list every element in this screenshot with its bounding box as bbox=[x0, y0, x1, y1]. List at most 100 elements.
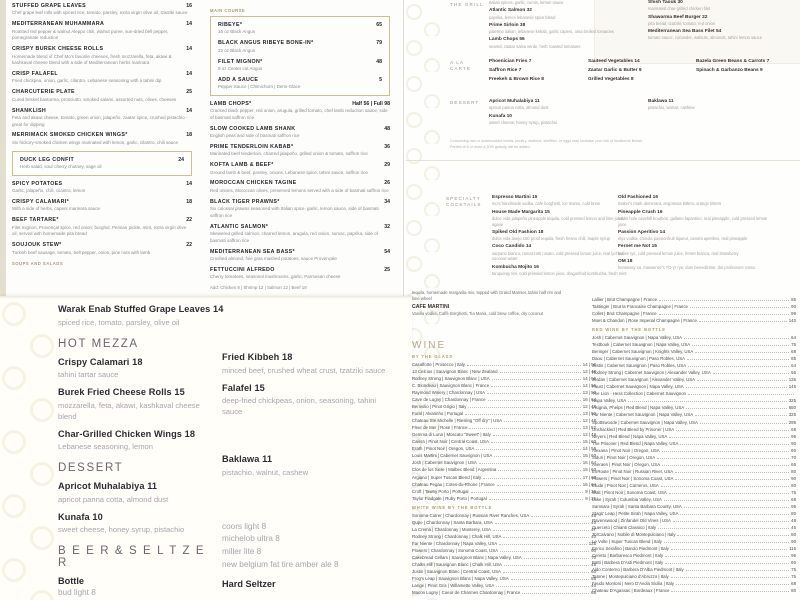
wine-row: Averaen | Pinot Noir | Oregon, USA 65 bbox=[592, 461, 796, 468]
wine-price: 16 | 64 bbox=[582, 397, 596, 403]
menu-item: ADD A SAUCE 5 Pepper Sauce | Chimichurri |… bbox=[218, 77, 382, 91]
item-description: Homemade blend of Chef Mo's favorite che… bbox=[12, 53, 172, 66]
wine-row: Josh | Cabernet Sauvignon | USA 16 | 64 bbox=[412, 459, 596, 466]
the-grill-right-items: Shish Taouk 30 marinated char-grilled chi… bbox=[648, 0, 800, 44]
wine-name: Rodney Strong | Chardonnay | Chalk Hill,… bbox=[412, 533, 502, 539]
wine-row: Louis Martini | Cabernet Sauvignon | USA… bbox=[412, 452, 596, 459]
wine-price: 85 bbox=[791, 297, 796, 302]
item-price: 34 bbox=[384, 198, 390, 205]
wine-row: Taylor Fladgate | Ruby Porto | Portugal 9… bbox=[412, 495, 596, 502]
item-name: SHANKLISH bbox=[12, 107, 47, 114]
wine-price: 115 bbox=[789, 546, 796, 552]
cafe-martini-block: tequila, homemade margarita mix, topped … bbox=[412, 290, 562, 320]
item-description: English peas and side of basmati saffron… bbox=[210, 133, 300, 139]
wine-name: Benvolio | Pinot Grigio | Italy bbox=[412, 404, 467, 410]
item-price: 16 bbox=[186, 3, 192, 9]
wine-row: Lallier | Brut Champagne | France 85 bbox=[592, 296, 796, 303]
cafe-martini-desc: Vanilla vodka, Caffè Borghetti, Tia Mari… bbox=[412, 311, 544, 317]
wine-heading: WINE bbox=[412, 340, 447, 351]
item-price: 36 bbox=[384, 143, 390, 150]
leader-dots bbox=[665, 563, 790, 565]
leader-dots bbox=[695, 415, 787, 417]
cocktails-col-right: Old Fashioned 16 maker's mark demerara, a… bbox=[618, 195, 768, 273]
wine-row: Erath | Pinot Noir | Oregon, USA 14 | 56 bbox=[412, 445, 596, 452]
wine-name: Cave de Lugny | Chardonnay | France bbox=[412, 397, 486, 403]
wine-price: 135 bbox=[788, 377, 796, 383]
wine-row: Flowers | Pinot Noir | Sonoma Coast, USA… bbox=[592, 475, 796, 482]
wine-price: 145 bbox=[788, 384, 796, 390]
leader-dots bbox=[676, 429, 790, 431]
wine-price: 66 bbox=[591, 589, 596, 595]
menu-item: Fernet me Not 15 bulleit rye, cold presse… bbox=[618, 244, 768, 256]
wine-name: Flowers | Chardonnay | Sonoma Coast, USA bbox=[412, 547, 499, 553]
wine-name: Far Niente | Cabernet Sauvignon | Napa V… bbox=[592, 412, 694, 418]
item-name: FETTUCCINI ALFREDO bbox=[210, 266, 275, 273]
item-description: apricot panna cotta, almond dust bbox=[489, 105, 549, 111]
wine-row: Walt | Pinot Noir | Sonoma Coast, USA 75 bbox=[592, 489, 796, 496]
item-name: Char-Grilled Chicken Wings 18 bbox=[58, 428, 196, 439]
item-description: 8 oz Center cut Angus bbox=[218, 65, 263, 71]
wine-name: Clos de los Siete | Malbec Blend | Argen… bbox=[412, 467, 497, 473]
wine-row: Far Niente | Cabernet Sauvignon | Napa V… bbox=[592, 411, 796, 418]
wine-price: 90 bbox=[791, 539, 796, 545]
item-name: Kunafa 10 bbox=[489, 113, 512, 119]
wine-price: 80 bbox=[791, 510, 796, 516]
wine-price: 325 bbox=[788, 412, 796, 418]
menu-item: Lamb Chops 56 seared, zaatar salsa verde,… bbox=[489, 37, 639, 49]
highlighted-duck-leg-confit-box[interactable]: DUCK LEG CONFIT 24 Herb salad, sour cher… bbox=[12, 150, 192, 176]
wine-price: 40 bbox=[591, 533, 596, 539]
menu-item: Freekeh & Brown Rice 8 bbox=[489, 77, 544, 83]
the-grill-panel bbox=[594, 0, 800, 64]
menu-item: BEEF TARTARE* 22 Filet mignon, Provençal s… bbox=[12, 217, 192, 238]
menu-item: Char-Grilled Chicken Wings 18 Lebanese se… bbox=[58, 429, 218, 453]
item-description: Roasted red pepper & walnut Aleppo chili… bbox=[12, 28, 169, 41]
wine-name: Macon Lugny | Coeur de Charmes Chardonna… bbox=[412, 589, 521, 595]
item-price: 29 bbox=[384, 162, 390, 169]
wine-name: Taylor Fladgate | Ruby Porto | Portugal bbox=[412, 495, 487, 501]
item-name: Burek Fried Cheese Rolls 15 bbox=[58, 387, 185, 397]
wine-row: Fleur de Mer | Rose | France 13 | 52 bbox=[412, 424, 596, 431]
wine-row: Moet & Chandon | Rose Imperial Champagne… bbox=[592, 317, 796, 324]
wine-price: 14 | 56 bbox=[582, 362, 596, 367]
overlay-menu-panel[interactable]: Warak Enab Stuffed Grape Leaves 14 spice… bbox=[0, 296, 412, 600]
menu-item: House Made Margarita 15 dulce vida jalape… bbox=[492, 210, 634, 228]
item-name: House Made Margarita 15 bbox=[492, 209, 550, 215]
wine-row: Neyers | Red Blend | Napa Valley, USA 95 bbox=[592, 433, 796, 440]
wine-row: Flowers | Chardonnay | Sonoma Coast, USA… bbox=[412, 547, 596, 554]
wine-price: 9 | 36 bbox=[585, 488, 596, 494]
wine-price: 45 bbox=[791, 524, 796, 530]
wine-name: Rodney Strong | Cabernet Sauvignon | Ale… bbox=[592, 370, 711, 376]
menu-item: Pineapple Crush 16 rabbit hole cavehill b… bbox=[618, 210, 768, 228]
steaks-box: RIBEYE* 65 16 oz Black Angus BLACK ANGUS RI… bbox=[210, 16, 390, 96]
wine-by-the-glass-label: BY THE GLASS bbox=[412, 354, 453, 359]
item-price: 5 bbox=[379, 76, 382, 83]
bottle-beer-left-list: bud light 8budweiser 8corona extra 8mode… bbox=[58, 587, 218, 600]
beer-line: bud light 8 bbox=[58, 588, 96, 597]
menu-item: MEDITERRANEAN MUHAMMARA 14 Roasted red pep… bbox=[12, 21, 192, 42]
wine-row: Josh | Cabernet Sauvignon | Napa Valley,… bbox=[592, 334, 796, 341]
leader-dots bbox=[628, 401, 787, 403]
leader-dots bbox=[499, 543, 587, 545]
menu-item: Phoenician Fries 7 bbox=[489, 59, 532, 64]
wine-row: Raymond Winery | Chardonnay | USA 13 | 52 bbox=[412, 389, 596, 396]
beer-line: coors light 8 bbox=[222, 521, 267, 531]
grill-top-desc: Italian spices, garlic, cumin, lemon sau… bbox=[489, 0, 564, 5]
wine-row: Samsara | Syrah | Santa Barbara County, … bbox=[592, 503, 796, 510]
wine-price: 12 | 48 bbox=[582, 432, 596, 438]
wine-price: 68 bbox=[791, 426, 796, 432]
leader-dots bbox=[510, 578, 590, 580]
leader-dots bbox=[498, 470, 581, 472]
wine-name: Alexana | Pinot Noir | Oregon, USA bbox=[592, 447, 660, 453]
bottle-label: Bottle bbox=[58, 576, 85, 586]
hard-seltzer-label: Hard Seltzer bbox=[222, 579, 276, 590]
wine-price: 75 bbox=[791, 489, 796, 495]
wine-row: Clos de los Siete | Malbec Blend | Argen… bbox=[412, 466, 596, 473]
wine-price: 75 bbox=[791, 567, 796, 573]
item-price: 48 bbox=[376, 58, 382, 65]
wine-name: Enrico Serafino | Barolo Piedmont | Ital… bbox=[592, 546, 669, 552]
leader-dots bbox=[668, 492, 790, 494]
wine-name: Daou | Cabernet Sauvignon | Paso Robles,… bbox=[592, 356, 686, 362]
ala-carte-col-2: Sauteed Vegetables 14 Zaatar Garlic & But… bbox=[588, 59, 693, 87]
item-price: 14 bbox=[186, 71, 192, 78]
wine-row: Alexana | Pinot Noir | Oregon, USA 60 bbox=[592, 447, 796, 454]
